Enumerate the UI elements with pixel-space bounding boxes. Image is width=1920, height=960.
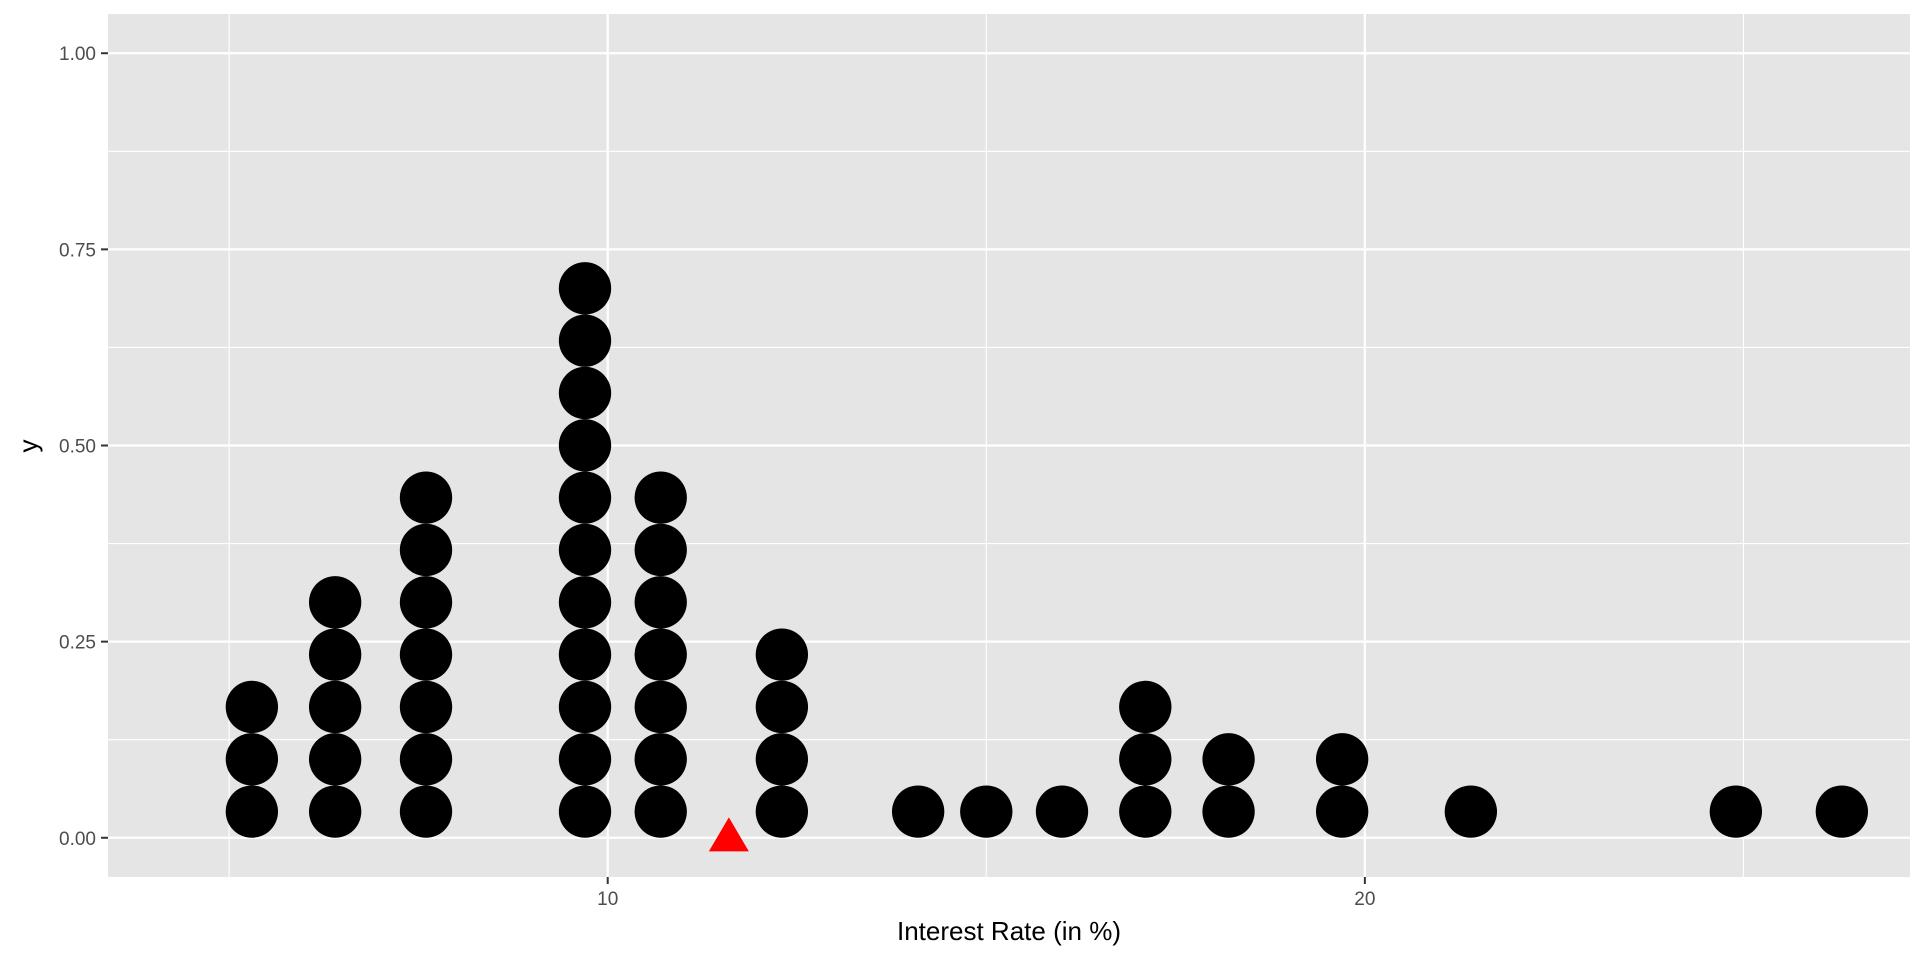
data-point [634,733,687,786]
tick-labels: 10 20 0.00 0.25 0.50 0.75 1.00 [59,44,1375,910]
data-point [558,419,612,472]
data-point [399,628,453,681]
data-point [1035,785,1089,838]
data-point [1202,733,1255,786]
data-point [558,262,612,315]
axis-ticks [101,52,1366,884]
data-point [634,523,687,577]
data-point [558,628,612,681]
data-point [1119,680,1172,734]
data-point [634,628,687,681]
data-point [1119,785,1172,838]
data-point [634,680,687,734]
data-point [1709,785,1763,838]
y-tick-label: 1.00 [59,44,96,65]
data-point [1315,733,1369,786]
data-point [1119,733,1172,786]
data-point [1202,785,1255,838]
data-point [755,680,809,734]
x-axis-title: Interest Rate (in %) [897,916,1121,946]
data-point [1444,785,1498,838]
data-point [891,785,945,838]
data-point [1815,785,1869,838]
data-point [755,733,809,786]
y-tick-label: 0.50 [59,437,96,458]
data-point [634,471,687,524]
data-point [308,733,362,786]
data-point [399,523,453,577]
data-point [225,785,279,838]
data-point [558,680,612,734]
data-point [308,628,362,681]
x-tick-label: 10 [597,889,618,910]
data-point [755,785,809,838]
data-point [1315,785,1369,838]
x-tick-label: 20 [1354,889,1375,910]
data-point [399,733,453,786]
data-point [558,314,612,367]
data-point [558,366,612,420]
data-point [308,680,362,734]
data-point [399,471,453,524]
data-point [399,785,453,838]
data-point [558,785,612,838]
data-point [634,785,687,838]
data-point [755,628,809,681]
mean-marker [708,817,749,852]
data-point [225,680,279,734]
data-point [558,523,612,577]
data-point [960,785,1013,838]
mean-triangle-marker [708,817,749,852]
y-axis-title: y [13,440,43,453]
data-point [399,680,453,734]
data-point [308,785,362,838]
data-point [225,733,279,786]
y-tick-label: 0.75 [59,240,96,261]
data-point [399,576,453,629]
y-tick-label: 0.00 [59,829,96,850]
data-point [558,733,612,786]
data-point [558,576,612,629]
dot-stacks [225,262,1869,838]
data-point [308,576,362,629]
data-point [558,471,612,524]
data-point [634,576,687,629]
y-tick-label: 0.25 [59,633,96,654]
